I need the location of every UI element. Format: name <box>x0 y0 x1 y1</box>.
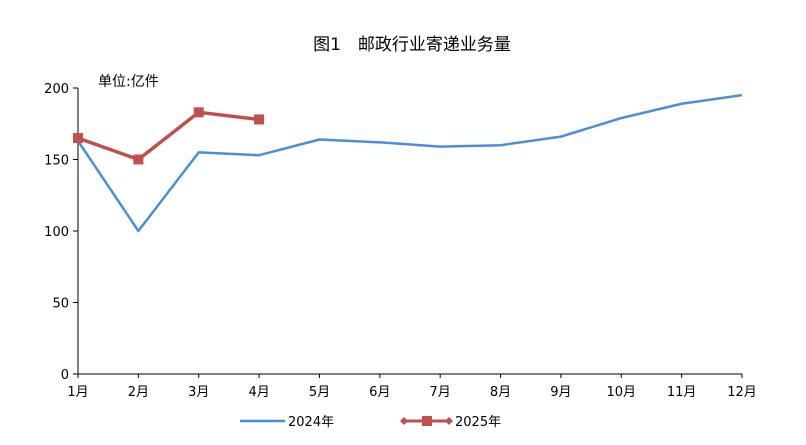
data-point-marker <box>73 133 83 144</box>
x-tick-label: 6月 <box>369 385 390 400</box>
axes: 0 50 100 150 200 1月 2月 3月 4月 5月 6月 7月 8月 9月 10月 11月 12月 <box>44 82 757 400</box>
legend: 2024年 2025年 <box>240 415 501 430</box>
unit-label: 单位:亿件 <box>98 74 159 90</box>
x-tick-label: 9月 <box>550 385 571 400</box>
legend-label-1: 2025年 <box>455 415 501 430</box>
y-tick-label: 50 <box>52 297 69 312</box>
x-tick-label: 4月 <box>248 385 269 400</box>
x-tick-label: 5月 <box>309 385 330 400</box>
legend-marker-square <box>422 416 432 426</box>
x-tick-label: 10月 <box>606 385 636 400</box>
x-tick-label: 12月 <box>727 385 757 400</box>
x-tick-label: 7月 <box>430 385 451 400</box>
y-tick-label: 200 <box>44 82 69 97</box>
x-tick-label: 3月 <box>188 385 209 400</box>
legend-marker-right <box>445 417 453 425</box>
data-point-marker <box>254 114 265 125</box>
data-point-marker <box>193 107 204 118</box>
series-line-0 <box>76 93 743 233</box>
series-line-1 <box>77 110 260 162</box>
data-point-marker <box>133 154 144 165</box>
x-tick-label: 8月 <box>490 385 511 400</box>
x-tick-label: 1月 <box>67 385 88 400</box>
x-tick-label: 11月 <box>667 385 697 400</box>
series-layer <box>73 93 743 233</box>
x-tick-label: 2月 <box>128 385 149 400</box>
chart-title: 图1 邮政行业寄递业务量 <box>313 35 511 55</box>
y-tick-label: 100 <box>44 225 69 240</box>
legend-label-0: 2024年 <box>288 415 334 430</box>
legend-marker-left <box>400 417 408 425</box>
y-tick-label: 150 <box>44 154 69 169</box>
y-tick-label: 0 <box>61 368 69 383</box>
